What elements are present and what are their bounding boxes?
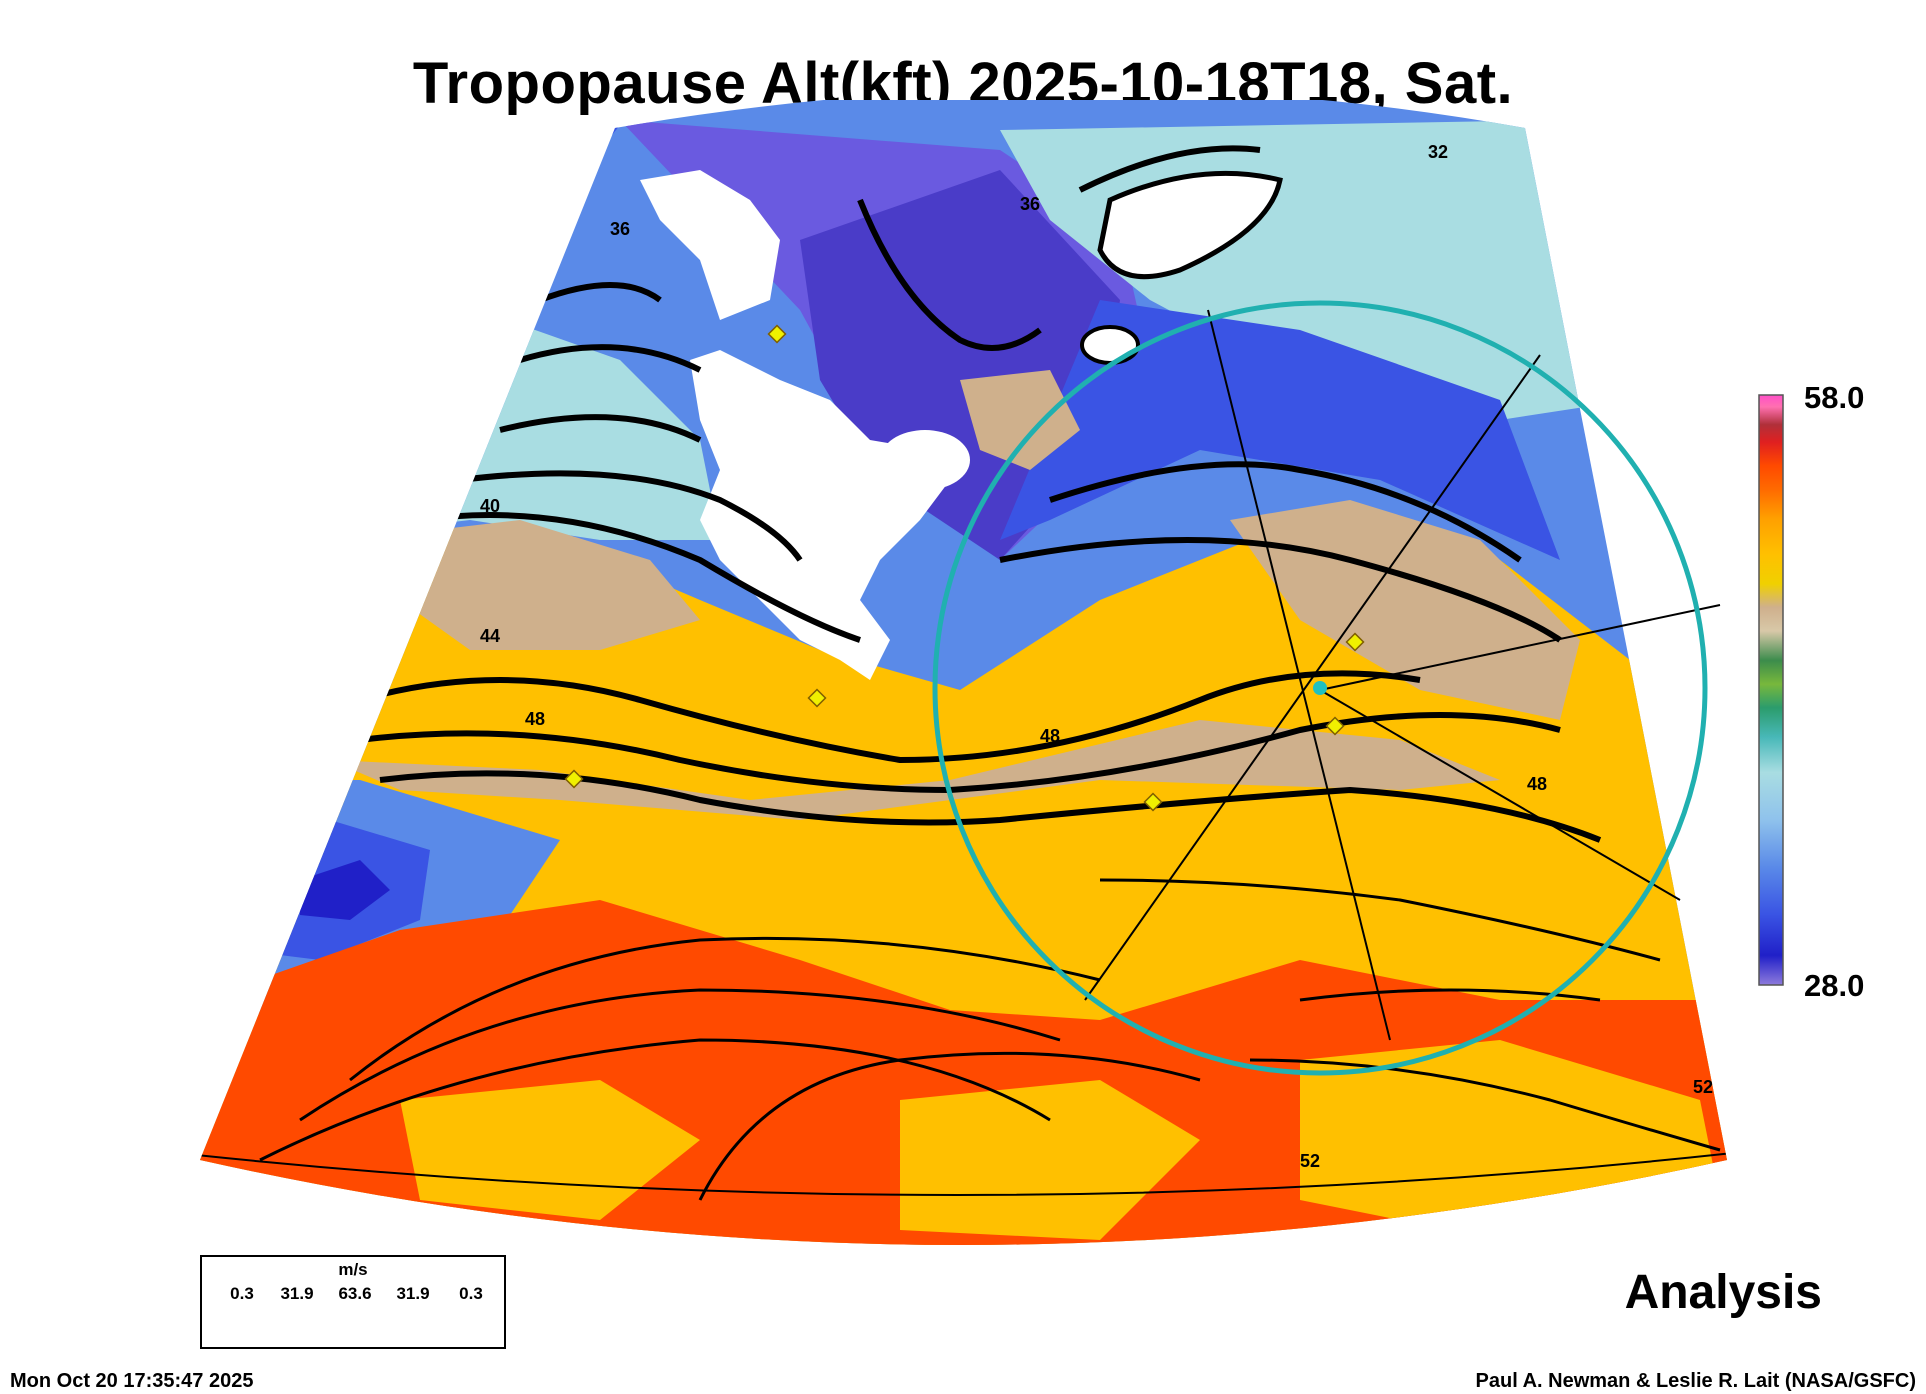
contour-label: 52 [1693,1077,1713,1097]
wind-legend-units: m/s [338,1260,368,1279]
range-ring [932,300,1708,1076]
contour-label: 32 [1428,142,1448,162]
contour-label: 48 [1040,726,1060,746]
contour-label: 36 [1020,194,1040,214]
map-field [200,100,1727,1245]
station-markers [564,324,1365,812]
center-marker [1313,681,1327,695]
wind-legend-value: 0.3 [230,1284,254,1303]
analysis-label: Analysis [1624,1266,1822,1319]
colorbar-min-label: 28.0 [1804,968,1865,1003]
contour-label: 44 [480,626,500,646]
contour-labels: 32 36 36 40 44 48 48 48 52 52 [480,142,1713,1171]
flight-track-lines [1084,309,1721,1041]
wind-legend-value: 63.6 [338,1284,372,1303]
timestamp: Mon Oct 20 17:35:47 2025 [10,1370,254,1392]
contour-label: 40 [480,496,500,516]
wind-legend-value: 31.9 [280,1284,314,1303]
wind-speed-legend: m/s 0.3 31.9 63.6 31.9 0.3 [200,1255,506,1349]
wind-legend-value: 0.3 [459,1284,483,1303]
contour-label: 52 [1300,1151,1320,1171]
colorbar [1758,394,1784,986]
colorbar-max-label: 58.0 [1804,380,1865,415]
contour-label: 36 [610,219,630,239]
wind-legend-value: 31.9 [396,1284,430,1303]
contour-label: 48 [1527,774,1547,794]
credit: Paul A. Newman & Leslie R. Lait (NASA/GS… [1475,1370,1916,1392]
contour-label: 48 [525,709,545,729]
